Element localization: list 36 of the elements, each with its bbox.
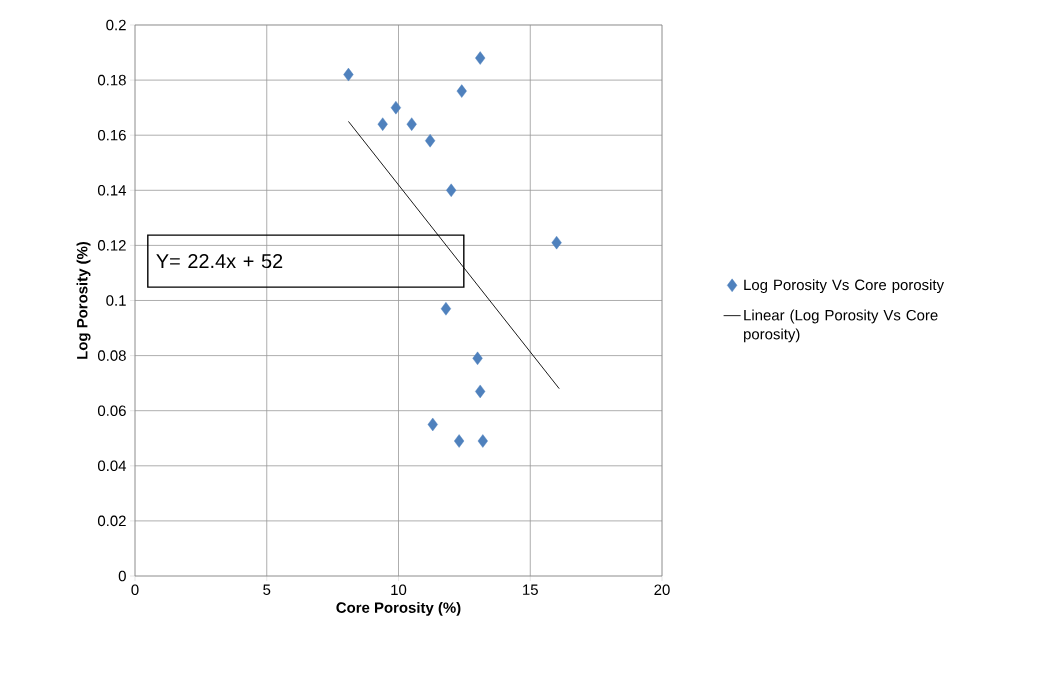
y-tick-label: 0.1	[106, 295, 126, 306]
y-tick-label: 0	[118, 570, 126, 582]
point	[440, 302, 451, 316]
x-tick-label: 20	[654, 584, 670, 596]
point	[454, 434, 465, 448]
y-tick-label: 0.16	[97, 129, 126, 141]
x-tick-label: 0	[131, 584, 139, 596]
y-tick-label: 0.08	[97, 350, 126, 361]
y-tick-label: 0.12	[97, 240, 126, 251]
point	[456, 84, 467, 98]
point	[390, 100, 401, 115]
x-tick-label: 15	[523, 584, 538, 595]
point	[377, 117, 388, 131]
y-tick-label: 0.14	[97, 185, 127, 196]
point	[343, 67, 354, 82]
y-axis-title: Log Porosity (%)	[76, 241, 91, 359]
x-tick-label: 5	[263, 584, 271, 595]
point	[475, 384, 486, 399]
y-tick-label: 0.06	[97, 405, 126, 416]
point	[446, 183, 457, 197]
point	[472, 351, 483, 366]
point	[477, 434, 488, 448]
y-tick-label: 0.02	[97, 515, 126, 527]
point	[425, 134, 436, 148]
point	[406, 117, 417, 131]
annotation: Y= 22.4x + 52	[156, 254, 283, 269]
y-tick-label: 0.04	[97, 460, 127, 472]
legend-label: Linear (Log Porosity Vs Core porosity)	[744, 309, 938, 343]
x-axis-title: Core Porosity (%)	[336, 601, 461, 616]
point	[475, 51, 486, 65]
point	[427, 417, 438, 432]
y-tick-label: 0.18	[97, 74, 126, 86]
legend-label: Log Porosity Vs Core porosity	[744, 279, 944, 294]
x-tick-label: 10	[391, 584, 407, 596]
point	[551, 235, 562, 250]
y-tick-label: 0.2	[106, 19, 126, 31]
